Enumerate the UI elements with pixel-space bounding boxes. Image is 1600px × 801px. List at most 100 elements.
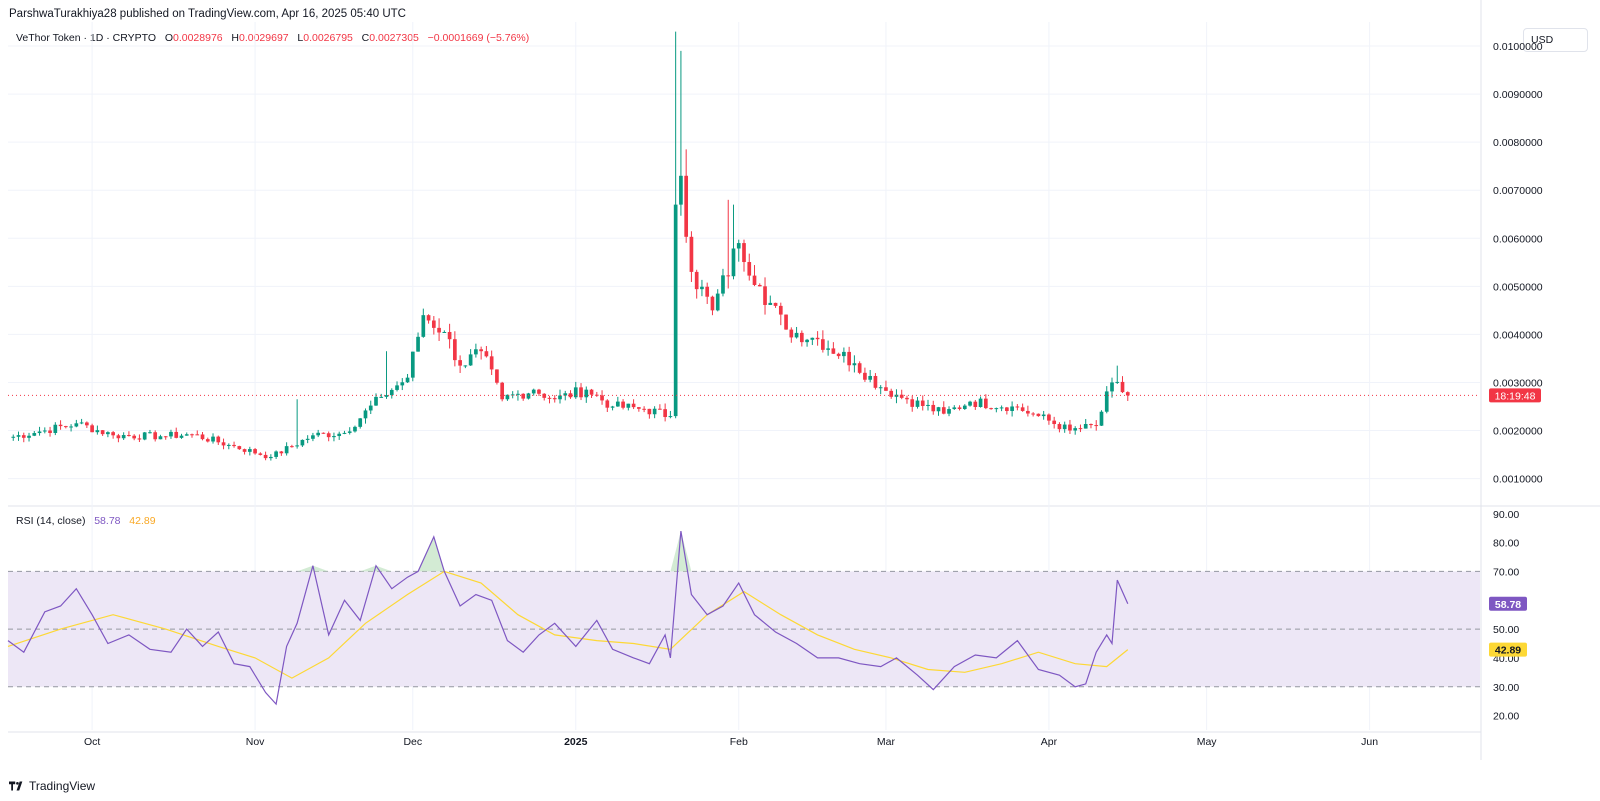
candle [211, 433, 215, 444]
candle-body [710, 296, 715, 311]
candle-body [111, 432, 115, 436]
candle [1052, 416, 1057, 429]
candle-body [526, 393, 531, 399]
candle [689, 231, 694, 282]
candle [58, 420, 63, 430]
candle-body [195, 434, 200, 436]
candle-body [926, 404, 930, 406]
candle-body [127, 435, 131, 437]
candle-body [999, 407, 1004, 409]
candle [1089, 423, 1093, 429]
candle [447, 323, 452, 349]
price-tick-label: 0.0040000 [1493, 329, 1543, 341]
candle [563, 390, 568, 401]
candle [547, 395, 552, 404]
candle-body [353, 426, 357, 432]
candle-body [342, 432, 347, 434]
candle-body [768, 302, 773, 305]
candle-body [558, 395, 562, 400]
candle-body [852, 363, 857, 366]
candle [516, 390, 520, 401]
candle-body [200, 434, 205, 440]
candle [48, 426, 52, 437]
candle [190, 433, 194, 438]
candle [920, 395, 925, 411]
candle [116, 433, 121, 443]
candle [931, 400, 936, 415]
candle-body [221, 442, 226, 446]
rsi-ma-line [7, 570, 1129, 679]
candle [63, 425, 68, 429]
candle [621, 399, 625, 410]
candle [284, 442, 289, 456]
candle-body [169, 431, 173, 437]
candle [637, 406, 641, 412]
candle-body [1057, 424, 1062, 430]
candle [510, 391, 515, 399]
symbol-label[interactable]: VeThor Token · 1D · CRYPTO [16, 32, 157, 44]
candle-body [1015, 406, 1020, 408]
currency-button[interactable]: USD [1523, 28, 1588, 52]
candle-body [437, 327, 441, 333]
candle [705, 282, 710, 304]
candle-body [983, 398, 988, 409]
candle-body [637, 407, 641, 409]
candle [936, 406, 941, 416]
candle-body [700, 286, 704, 290]
candle-body [899, 394, 904, 398]
candle [37, 426, 42, 436]
candle [232, 441, 236, 448]
candle-body [295, 445, 299, 447]
candle-body [652, 408, 657, 415]
candle [16, 431, 21, 441]
candle [1010, 401, 1014, 417]
candle-body [106, 432, 110, 435]
close-label: C [361, 32, 370, 44]
candle-body [663, 409, 667, 418]
candle [358, 418, 363, 429]
rsi-band [8, 570, 1480, 688]
candle [42, 427, 47, 434]
candle-body [920, 400, 925, 406]
candle-body [416, 336, 420, 352]
candle-body [237, 446, 242, 450]
candle-body [405, 377, 410, 383]
candle [721, 268, 725, 297]
candle-body [658, 408, 662, 410]
candle [111, 431, 115, 439]
candle-body [153, 432, 158, 440]
candle [1068, 419, 1072, 434]
candle-body [1026, 410, 1030, 414]
candle [11, 434, 16, 441]
candle [810, 337, 815, 346]
candle-body [474, 349, 478, 355]
candle-body [821, 339, 825, 350]
countdown-badge [1489, 388, 1541, 403]
candle-body [1031, 413, 1035, 415]
candle-body [689, 236, 694, 272]
price-tick-label: 0.0030000 [1493, 377, 1543, 389]
candle [379, 393, 384, 398]
rsi-ma-badge [1489, 642, 1527, 657]
candle-body [537, 389, 541, 394]
footer-brand[interactable]: TradingView [9, 779, 95, 793]
candle [1078, 424, 1083, 433]
rsi-name[interactable]: RSI (14, close) [16, 515, 86, 527]
candle-body [27, 435, 31, 438]
candle-body [679, 175, 683, 205]
high-label: H [231, 32, 239, 44]
high-value: 0.0029697 [239, 32, 289, 44]
candle-body [784, 314, 788, 330]
candle-body [799, 332, 804, 343]
tradingview-logo-icon [9, 781, 23, 791]
candle [32, 430, 37, 437]
candle [200, 431, 205, 441]
candle [694, 269, 699, 299]
candle [552, 395, 557, 403]
candle-body [579, 387, 583, 398]
candle [999, 405, 1004, 412]
candle [836, 352, 841, 359]
candle-body [174, 431, 179, 438]
candle [847, 346, 851, 372]
